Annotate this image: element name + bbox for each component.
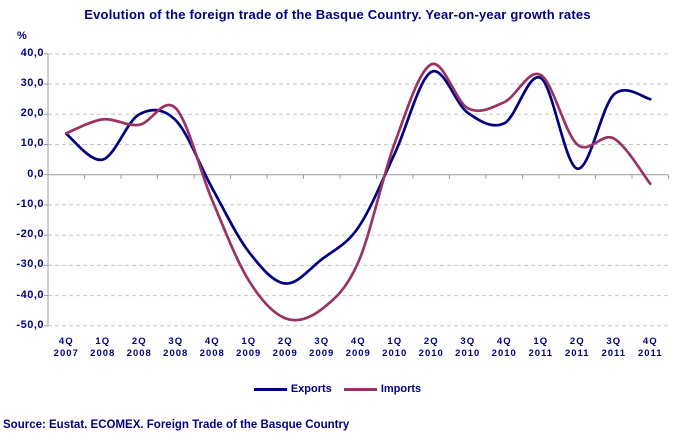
source-note: Source: Eustat. ECOMEX. Foreign Trade of… xyxy=(3,419,350,431)
x-tick-label: 3Q 2009 xyxy=(304,336,341,360)
x-tick-label: 4Q 2010 xyxy=(486,336,523,360)
x-tick-quarter: 1Q xyxy=(95,336,111,347)
x-tick-label: 3Q 2011 xyxy=(596,336,633,360)
x-tick-quarter: 1Q xyxy=(387,336,403,347)
x-tick-year: 2009 xyxy=(309,348,335,359)
y-tick-label: 0,0 xyxy=(27,167,44,180)
y-tick-label: -30,0 xyxy=(16,258,44,271)
x-tick-quarter: 3Q xyxy=(168,336,184,347)
x-tick-year: 2008 xyxy=(163,348,189,359)
x-tick-label: 1Q 2008 xyxy=(85,336,122,360)
x-tick-quarter: 4Q xyxy=(496,336,512,347)
x-tick-year: 2011 xyxy=(564,348,590,359)
x-tick-year: 2011 xyxy=(601,348,627,359)
x-tick-quarter: 3Q xyxy=(606,336,622,347)
x-tick-label: 1Q 2009 xyxy=(231,336,268,360)
y-axis-unit-label: % xyxy=(17,30,27,42)
legend-label-imports: Imports xyxy=(380,383,422,395)
x-tick-year: 2009 xyxy=(236,348,262,359)
x-tick-year: 2008 xyxy=(199,348,225,359)
x-tick-quarter: 2Q xyxy=(131,336,147,347)
x-tick-label: 1Q 2010 xyxy=(377,336,414,360)
plot-area xyxy=(44,53,669,327)
y-tick-label: 20,0 xyxy=(20,107,44,120)
x-tick-year: 2011 xyxy=(528,348,554,359)
legend-item-exports: Exports xyxy=(253,383,332,395)
x-tick-year: 2008 xyxy=(90,348,116,359)
x-tick-quarter: 1Q xyxy=(533,336,549,347)
x-tick-quarter: 2Q xyxy=(569,336,585,347)
chart-title: Evolution of the foreign trade of the Ba… xyxy=(84,7,591,22)
x-tick-label: 4Q 2008 xyxy=(194,336,231,360)
x-tick-year: 2010 xyxy=(491,348,517,359)
x-tick-year: 2009 xyxy=(272,348,298,359)
x-tick-quarter: 4Q xyxy=(204,336,220,347)
legend-label-exports: Exports xyxy=(290,383,332,395)
x-tick-year: 2010 xyxy=(382,348,408,359)
x-tick-year: 2010 xyxy=(418,348,444,359)
x-tick-label: 3Q 2010 xyxy=(450,336,487,360)
y-tick-label: -10,0 xyxy=(16,197,44,210)
x-tick-label: 3Q 2008 xyxy=(158,336,195,360)
legend-item-imports: Imports xyxy=(343,383,422,395)
x-tick-label: 4Q 2011 xyxy=(632,336,669,360)
x-tick-label: 2Q 2011 xyxy=(559,336,596,360)
x-tick-year: 2009 xyxy=(345,348,371,359)
x-tick-label: 2Q 2009 xyxy=(267,336,304,360)
exports-line xyxy=(64,69,652,285)
x-tick-quarter: 3Q xyxy=(314,336,330,347)
y-tick-label: 10,0 xyxy=(20,137,44,150)
legend: Exports Imports xyxy=(0,383,675,395)
x-tick-quarter: 2Q xyxy=(277,336,293,347)
x-tick-quarter: 2Q xyxy=(423,336,439,347)
x-tick-quarter: 4Q xyxy=(642,336,658,347)
y-tick-label: -20,0 xyxy=(16,228,44,241)
x-tick-quarter: 3Q xyxy=(460,336,476,347)
y-tick-label: -50,0 xyxy=(16,318,44,331)
y-tick-label: 30,0 xyxy=(20,77,44,90)
y-tick-label: 40,0 xyxy=(20,46,44,59)
x-tick-year: 2011 xyxy=(637,348,663,359)
x-tick-quarter: 1Q xyxy=(241,336,257,347)
x-tick-year: 2010 xyxy=(455,348,481,359)
x-tick-year: 2008 xyxy=(126,348,152,359)
x-tick-label: 4Q 2009 xyxy=(340,336,377,360)
x-tick-label: 2Q 2008 xyxy=(121,336,158,360)
x-tick-quarter: 4Q xyxy=(58,336,74,347)
imports-line xyxy=(64,62,652,322)
y-tick-label: -40,0 xyxy=(16,288,44,301)
x-tick-label: 1Q 2011 xyxy=(523,336,560,360)
x-tick-label: 4Q 2007 xyxy=(48,336,85,360)
x-tick-year: 2007 xyxy=(53,348,79,359)
exports-line-swatch xyxy=(253,387,287,391)
x-tick-quarter: 4Q xyxy=(350,336,366,347)
imports-line-swatch xyxy=(343,387,377,391)
x-tick-label: 2Q 2010 xyxy=(413,336,450,360)
